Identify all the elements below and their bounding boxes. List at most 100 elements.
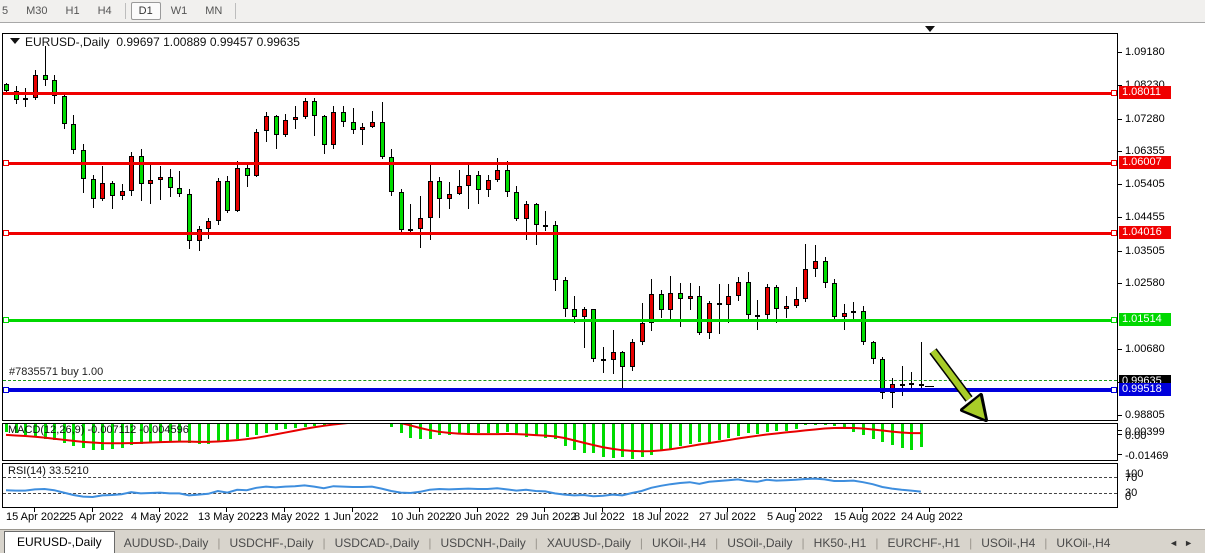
tab-scroll-arrows[interactable]: ◄► xyxy=(1169,538,1199,553)
chart-tab-usdchf-daily[interactable]: USDCHF-,Daily xyxy=(229,536,314,550)
price-badge-1.08011[interactable]: 1.08011 xyxy=(1119,86,1171,99)
chart-tab-xauusd-daily[interactable]: XAUUSD-,Daily xyxy=(546,536,631,550)
macd-histogram-bar xyxy=(919,424,923,448)
timeframe-button-h1[interactable]: H1 xyxy=(65,5,80,17)
price-axis[interactable]: 1.091801.082301.072801.063551.054051.044… xyxy=(1118,33,1205,508)
chart-tab-usdcnh-daily[interactable]: USDCNH-,Daily xyxy=(440,536,526,550)
macd-histogram-bar xyxy=(159,424,163,442)
tab-separator: | xyxy=(639,536,644,550)
candle-body xyxy=(254,131,260,177)
tab-scroll-right-icon[interactable]: ► xyxy=(1184,538,1199,548)
candle-wick xyxy=(545,211,547,232)
candle-body xyxy=(687,295,693,299)
chart-tab-bar: EURUSD-,Daily AUDUSD-,Daily | USDCHF-,Daily… xyxy=(0,529,1205,553)
candle-wick xyxy=(814,245,816,277)
macd-histogram-bar xyxy=(120,424,124,448)
candle-body xyxy=(552,225,558,281)
date-tick xyxy=(284,508,285,512)
macd-histogram-bar xyxy=(525,424,529,437)
macd-histogram-bar xyxy=(14,424,18,434)
rsi-level-70 xyxy=(3,477,1117,478)
symbol-dropdown-icon[interactable] xyxy=(10,38,20,44)
hline-right-handle[interactable] xyxy=(1111,160,1117,167)
hline-0.99518[interactable] xyxy=(3,387,1117,392)
candle-wick xyxy=(352,108,354,135)
tab-scroll-left-icon[interactable]: ◄ xyxy=(1169,538,1185,548)
date-label: 23 May 2022 xyxy=(256,511,320,523)
chart-tab-audusd-daily[interactable]: AUDUSD-,Daily xyxy=(123,536,209,550)
date-label: 24 Aug 2022 xyxy=(901,511,963,523)
chart-tab-usoil-h4[interactable]: USOil-,H4 xyxy=(981,536,1036,550)
hline-left-handle[interactable] xyxy=(3,386,9,393)
price-tick xyxy=(1118,282,1122,284)
candle-wick xyxy=(583,306,585,349)
chart-tab-hk50-h1[interactable]: HK50-,H1 xyxy=(813,536,867,550)
candle-wick xyxy=(680,282,682,328)
timeframe-button-m30[interactable]: M30 xyxy=(26,5,48,17)
buy-position-label: #7835571 buy 1.00 xyxy=(9,365,104,378)
price-tick-label: 1.03505 xyxy=(1125,244,1165,257)
chart-shift-marker[interactable] xyxy=(925,26,935,32)
price-tick-label: 1.00680 xyxy=(1125,343,1165,356)
macd-histogram-bar xyxy=(515,424,519,434)
candle-body xyxy=(312,101,318,117)
rsi-pane[interactable] xyxy=(2,463,1118,508)
price-badge-0.99518[interactable]: 0.99518 xyxy=(1119,382,1171,396)
candle-body xyxy=(620,352,626,367)
macd-histogram-bar xyxy=(765,424,769,432)
macd-histogram-bar xyxy=(659,424,663,452)
macd-pane[interactable] xyxy=(2,423,1118,461)
macd-histogram-bar xyxy=(775,424,779,432)
chart-tab-ukoil-h4[interactable]: UKOil-,H4 xyxy=(1056,536,1111,550)
date-tick xyxy=(477,508,478,512)
timeframe-button-mn[interactable]: MN xyxy=(205,5,223,17)
price-pane[interactable]: #7835571 buy 1.00 xyxy=(2,33,1118,421)
hline-left-handle[interactable] xyxy=(3,229,9,236)
timeframe-button-h4[interactable]: H4 xyxy=(97,5,112,17)
hline-1.04016[interactable] xyxy=(3,231,1117,235)
chart-tab-eurchf-h1[interactable]: EURCHF-,H1 xyxy=(887,536,961,550)
price-tick-label: 1.09180 xyxy=(1125,46,1165,59)
candle-body xyxy=(408,228,414,231)
hline-1.06007[interactable] xyxy=(3,162,1117,166)
rsi-axis-label: 70 xyxy=(1125,472,1138,484)
hline-right-handle[interactable] xyxy=(1111,90,1117,96)
candle-body xyxy=(639,323,645,343)
candle-wick xyxy=(362,123,364,146)
date-label: 27 Jul 2022 xyxy=(699,511,756,523)
macd-histogram-bar xyxy=(226,424,230,440)
candle-body xyxy=(206,221,212,230)
hline-1.01514[interactable] xyxy=(3,319,1117,323)
hline-right-handle[interactable] xyxy=(1111,386,1117,393)
chart-tab-usdcad-daily[interactable]: USDCAD-,Daily xyxy=(334,536,420,550)
hline-left-handle[interactable] xyxy=(3,317,9,324)
macd-histogram-bar xyxy=(110,424,114,450)
candle-body xyxy=(495,169,501,181)
macd-histogram-bar xyxy=(467,424,471,434)
timeframe-button-5[interactable]: 5 xyxy=(2,5,9,17)
macd-histogram-bar xyxy=(149,424,153,444)
candle-body xyxy=(697,295,703,333)
chart-tab-eurusd-daily[interactable]: EURUSD-,Daily xyxy=(4,531,115,553)
hline-right-handle[interactable] xyxy=(1111,317,1117,324)
price-badge-1.06007[interactable]: 1.06007 xyxy=(1119,156,1171,170)
tab-separator: | xyxy=(428,536,432,550)
timeframe-button-w1[interactable]: W1 xyxy=(170,5,188,17)
hline-left-handle[interactable] xyxy=(3,160,9,167)
macd-signal-value: -0.004596 xyxy=(139,424,189,436)
buy-position-line[interactable] xyxy=(3,379,1117,381)
macd-histogram-bar xyxy=(640,424,644,458)
candle-body xyxy=(129,155,135,191)
hline-1.08011[interactable] xyxy=(3,92,1117,95)
chart-tab-usoil-daily[interactable]: USOil-,Daily xyxy=(727,536,793,550)
hline-right-handle[interactable] xyxy=(1111,229,1117,236)
date-tick xyxy=(544,508,545,512)
price-badge-1.04016[interactable]: 1.04016 xyxy=(1119,225,1171,239)
macd-histogram-bar xyxy=(265,424,268,433)
candle-body xyxy=(52,80,58,96)
candle-body xyxy=(716,303,722,306)
price-tick xyxy=(1118,118,1122,120)
price-badge-1.01514[interactable]: 1.01514 xyxy=(1119,313,1171,327)
chart-tab-ukoil-h4[interactable]: UKOil-,H4 xyxy=(652,536,707,550)
timeframe-button-d1[interactable]: D1 xyxy=(130,2,161,20)
